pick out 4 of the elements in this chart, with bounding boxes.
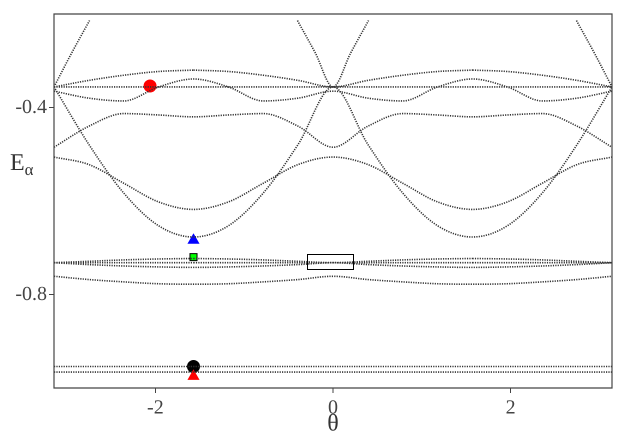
y-tick-label: -0.4 [15, 96, 47, 118]
y-tick-label: -0.8 [15, 282, 47, 305]
x-tick-label: 2 [506, 396, 516, 418]
x-tick-label: -2 [147, 396, 164, 418]
